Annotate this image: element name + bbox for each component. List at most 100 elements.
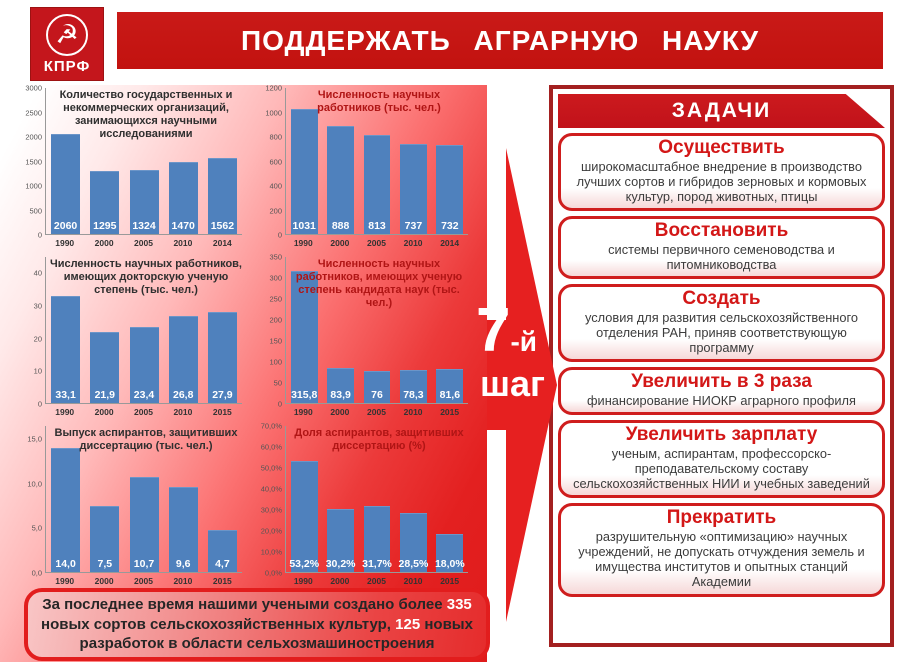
- x-axis-tick-label: 1990: [293, 238, 313, 248]
- bars-area: 315,8 83,9 76 78,3 81,6: [285, 257, 468, 404]
- y-axis-tick-label: 200: [269, 315, 282, 325]
- bar-slot: 10,7: [124, 426, 163, 572]
- chart-doctors-of-science: Численность научных работников, имеющих …: [12, 257, 244, 420]
- x-axis-labels: 1990 2000 2005 2010 2015: [45, 573, 242, 589]
- tasks-list: Осуществить широкомасштабное внедрение в…: [558, 133, 885, 597]
- bar: 4,7: [207, 530, 237, 572]
- task-card-create: Создать условия для развития сельскохозя…: [558, 284, 885, 363]
- y-axis-tick-label: 20,0%: [260, 526, 282, 536]
- chart-plot-area: 0 200 400 600 800 1000 1200 1031 888 813 737 732: [252, 84, 468, 240]
- bar-value-label: 18,0%: [434, 558, 465, 570]
- bar-slot: 888: [322, 88, 358, 234]
- bar: 813: [363, 135, 391, 234]
- bar-value-label: 23,4: [133, 389, 155, 401]
- task-heading: Создать: [682, 288, 761, 310]
- task-heading: Увеличить зарплату: [625, 424, 818, 446]
- chart-defense-share: Доля аспирантов, защитивших диссертацию …: [252, 422, 470, 589]
- bar-slot: 21,9: [85, 257, 124, 403]
- bar-slot: 2060: [46, 88, 85, 234]
- bar-slot: 9,6: [164, 426, 203, 572]
- bars-area: 53,2% 30,2% 31,7% 28,5% 18,0%: [285, 426, 468, 573]
- x-axis-tick-label: 2015: [212, 407, 232, 417]
- task-heading: Восстановить: [654, 220, 789, 242]
- x-axis-tick-label: 2005: [367, 576, 386, 586]
- chart-title: Численность научных работников, имеющих …: [295, 258, 463, 309]
- y-axis-tick-label: 1500: [25, 157, 42, 166]
- logo-party-name: КПРФ: [43, 57, 91, 75]
- x-axis-labels: 1990 2000 2005 2010 2014: [285, 235, 468, 251]
- y-axis-tick-label: 2000: [25, 132, 42, 142]
- x-axis-tick-label: 2010: [403, 238, 423, 248]
- y-axis-tick-label: 300: [269, 273, 282, 283]
- bar-slot: 1031: [286, 88, 322, 234]
- bar-slot: 27,9: [203, 257, 242, 403]
- x-axis-tick-label: 2015: [440, 576, 460, 586]
- bar: 28,5%: [399, 512, 428, 572]
- note-text-segment: За последнее время нашими учеными создан…: [42, 596, 447, 613]
- bars-area: 33,1 21,9 23,4 26,8 27,9: [45, 257, 242, 404]
- bar-value-label: 732: [441, 220, 459, 232]
- bar: 23,4: [129, 327, 159, 403]
- bars-area: 1031 888 813 737 732: [285, 88, 468, 235]
- bar-slot: 26,8: [164, 257, 203, 403]
- task-heading: Прекратить: [666, 507, 777, 529]
- bar: 1324: [129, 169, 159, 234]
- y-axis-tick-label: 150: [269, 336, 282, 346]
- task-heading: Увеличить в 3 раза: [631, 371, 812, 393]
- y-axis-tick-label: 50,0%: [260, 463, 282, 473]
- chart-title: Количество государственных и некоммерчес…: [59, 89, 233, 140]
- y-axis-tick-label: 200: [269, 206, 282, 215]
- chart-plot-area: 0 500 1000 1500 2000 2500 3000 2060 1295 1324 1470…: [12, 84, 242, 240]
- y-axis-tick-label: 400: [269, 181, 282, 191]
- task-card-implement: Осуществить широкомасштабное внедрение в…: [558, 133, 885, 212]
- bar-value-label: 31,7%: [362, 558, 392, 570]
- bar: 26,8: [168, 316, 198, 403]
- x-axis-tick-label: 1990: [55, 407, 75, 417]
- bar-slot: 14,0: [46, 426, 85, 572]
- x-axis-tick-label: 1990: [55, 576, 75, 586]
- chart-candidates-of-science: Численность научных работников, имеющих …: [252, 253, 470, 420]
- bar-value-label: 1324: [132, 220, 156, 232]
- hammer-and-sickle-icon: ☭: [55, 19, 79, 50]
- x-axis-tick-label: 2000: [94, 407, 114, 417]
- note-highlight-number: 125: [395, 615, 421, 633]
- bar-slot: 1470: [164, 88, 203, 234]
- bar-slot: 30,2%: [322, 426, 358, 572]
- bar: 315,8: [290, 271, 318, 403]
- y-axis-tick-label: 0: [37, 230, 42, 240]
- chart-graduate-defenses: Выпуск аспирантов, защитивших диссертаци…: [12, 426, 244, 589]
- y-axis-tick-label: 10: [33, 366, 42, 376]
- x-axis-tick-label: 2010: [403, 576, 423, 586]
- bar-value-label: 813: [368, 220, 386, 232]
- bar-value-label: 737: [404, 220, 423, 232]
- y-axis: 0 200 400 600 800 1000 1200: [252, 84, 285, 240]
- bar-slot: 53,2%: [286, 426, 322, 572]
- chart-plot-area: 0,0% 10,0% 20,0% 30,0% 40,0% 50,0% 60,0% 70,0% 5…: [252, 422, 468, 578]
- bar: 76: [363, 371, 391, 403]
- bar-value-label: 28,5%: [398, 558, 429, 570]
- achievements-note-text: За последнее время нашими учеными создан…: [40, 595, 474, 654]
- logo-emblem-circle: ☭: [46, 13, 88, 56]
- bar: 81,6: [436, 368, 464, 403]
- bar: 737: [399, 144, 427, 234]
- step-suffix: -й: [510, 326, 538, 357]
- y-axis-tick-label: 0: [277, 230, 282, 240]
- y-axis-tick-label: 0,0: [31, 568, 42, 578]
- bars-area: 14,0 7,5 10,7 9,6 4,7: [45, 426, 242, 573]
- task-body: ученым, аспирантам, профессорско-препода…: [573, 446, 870, 492]
- bar-value-label: 9,6: [175, 558, 191, 570]
- bar: 30,2%: [326, 509, 356, 572]
- chart-title: Выпуск аспирантов, защитивших диссертаци…: [54, 427, 238, 452]
- bar-value-label: 53,2%: [289, 558, 320, 570]
- tasks-panel-title: ЗАДАЧИ: [671, 99, 772, 122]
- x-axis-tick-label: 2014: [440, 238, 460, 248]
- bar-slot: 1295: [85, 88, 124, 234]
- bar: 33,1: [51, 295, 81, 403]
- y-axis: 0,0 5,0 10,0 15,0: [12, 426, 45, 578]
- x-axis-tick-label: 2005: [134, 407, 153, 417]
- bar-value-label: 30,2%: [325, 558, 356, 570]
- task-card-restore: Восстановить системы первичного семеново…: [558, 216, 885, 280]
- bar-slot: 78,3: [395, 257, 431, 403]
- bar-slot: 4,7: [203, 426, 242, 572]
- bar: 1031: [290, 108, 318, 234]
